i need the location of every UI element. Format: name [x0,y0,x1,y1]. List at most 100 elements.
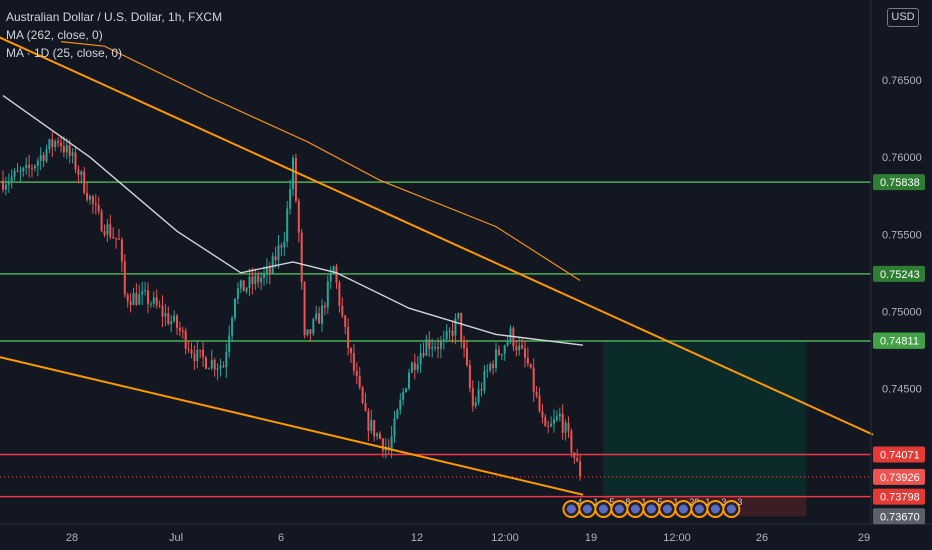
candle-body [176,315,178,328]
candle-body [65,145,68,153]
price-tick-label: 0.74500 [882,383,922,395]
price-tag: 0.75838 [880,177,920,189]
candle-body [216,368,219,370]
event-markers-layer: 415815128133 [562,497,742,518]
event-marker-count: 1 [705,497,710,507]
candle-body [358,376,361,388]
time-axis[interactable]: 28 Jul 6 12 12:00 19 12:00 26 29 [66,532,870,544]
candle-body [57,141,60,143]
candle-body [312,319,315,334]
candle-body [393,418,396,437]
candle-body [483,371,486,391]
candle-body [570,431,573,453]
candle-body [373,420,376,437]
candle-body [344,315,347,327]
candle-body [561,413,564,433]
candle-body [347,326,350,349]
candle-body [489,363,492,371]
candle-body [341,305,344,316]
candle-body [202,349,205,358]
candle-body [442,339,445,342]
candle-body [526,357,529,364]
candle-body [445,331,448,340]
candle-body [13,170,16,177]
candle-body [141,291,144,295]
price-tag-bg [873,468,925,485]
candles-layer [2,132,582,481]
candle-body [31,167,33,169]
currency-badge[interactable]: USD [887,8,919,27]
candle-body [283,241,286,248]
event-marker-count: 3 [721,497,726,507]
candle-body [419,353,422,365]
candle-body [390,436,393,450]
candle-body [91,196,94,204]
candle-body [541,410,544,418]
candle-body [94,203,97,205]
candle-body [326,281,329,308]
candle-body [45,149,48,161]
candle-body [318,313,321,324]
candle-body [329,273,332,282]
flag-icon [614,504,624,514]
candle-body [86,192,89,200]
candle-body [257,275,260,283]
candle-body [567,422,570,432]
candle-body [74,152,77,170]
price-tags-layer: 0.758380.752430.748070.740710.737980.748… [873,174,925,525]
symbol-title[interactable]: Australian Dollar / U.S. Dollar, 1h, FXC… [6,10,223,24]
candle-body [576,457,579,462]
price-tag-bg [873,488,925,505]
candle-body [428,339,431,349]
position-zone-layer [603,341,807,517]
candle-body [60,142,62,147]
candle-body [22,167,25,172]
candle-body [158,305,161,307]
candle-body [39,155,42,161]
ma-1d-legend[interactable]: MA · 1D (25, close, 0) [6,46,123,60]
candle-body [77,169,80,175]
candle-body [480,389,483,391]
price-axis[interactable]: 0.76500 0.76000 0.75500 0.75000 0.74500 [882,75,922,395]
candle-body [361,387,364,404]
ma-262-line [2,95,584,346]
candle-body [413,362,416,370]
candle-body [468,364,471,389]
candle-body [486,370,489,372]
price-tag: 0.75243 [880,269,920,281]
candle-body [268,267,271,274]
candle-body [7,181,10,185]
price-tag-bg [873,265,925,282]
candle-body [379,433,381,439]
candle-body [381,438,384,451]
candle-body [335,266,338,283]
candle-body [466,348,468,365]
candle-body [118,238,120,240]
time-tick-label: 12:00 [663,532,691,544]
candle-body [564,422,567,433]
candle-body [103,231,106,235]
candle-body [199,349,202,351]
candle-body [439,341,442,349]
candle-body [187,348,190,350]
candle-body [190,349,193,354]
candle-body [500,354,503,356]
horizontal-levels-layer [0,181,871,498]
candle-body [170,321,173,324]
candle-body [454,318,457,336]
position-target-zone [603,341,807,517]
candle-body [239,280,242,289]
ma-262-legend[interactable]: MA (262, close, 0) [6,28,103,42]
price-tick-label: 0.75000 [882,306,922,318]
candle-body [164,313,167,317]
price-tick-label: 0.75500 [882,229,922,241]
candle-body [405,388,408,392]
candle-body [451,330,454,336]
candle-body [265,267,268,274]
candle-body [16,170,19,172]
candle-body [323,305,326,308]
candle-body [112,236,115,238]
candle-body [286,208,289,242]
ma-1d-line [60,41,581,282]
